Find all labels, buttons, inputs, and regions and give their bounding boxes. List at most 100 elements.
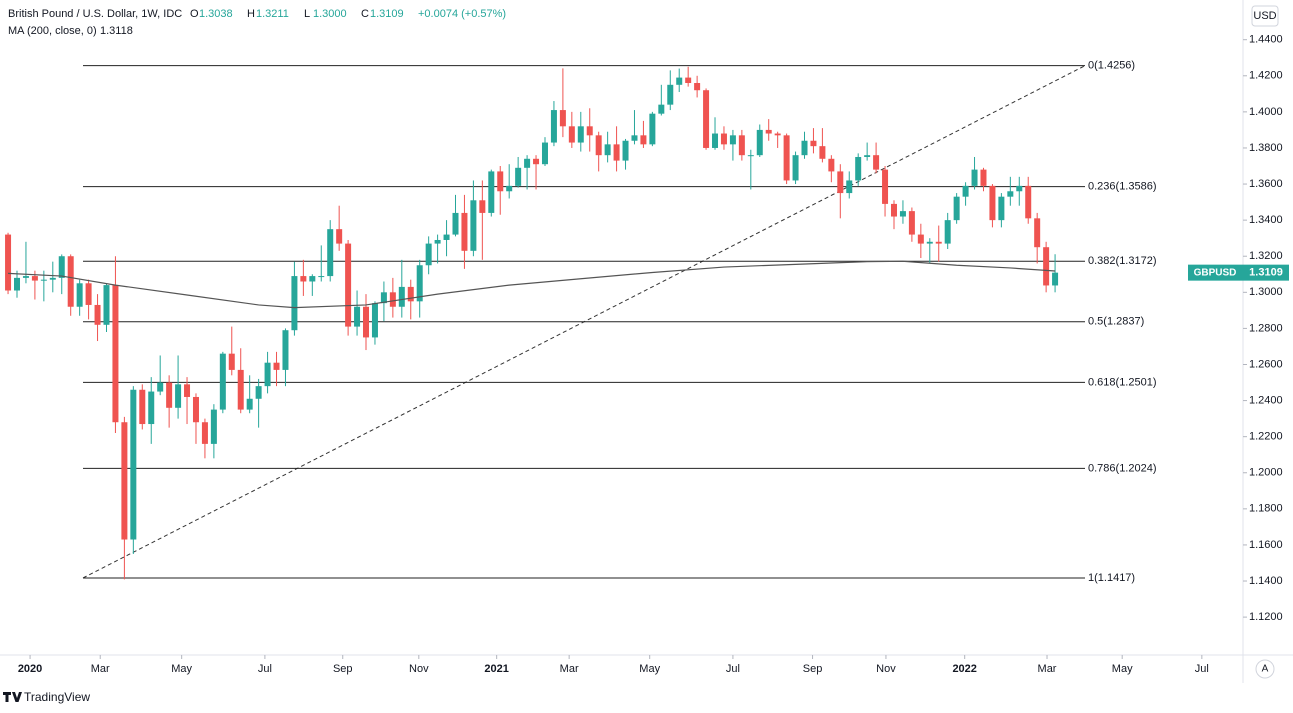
x-tick-label: Jul [258,663,272,675]
candle-body [407,286,414,302]
x-tick-label: May [639,663,660,675]
candle-body [720,133,727,145]
legend-value: 1.3109 [370,8,404,20]
candle-body [819,146,826,159]
candle-body [85,283,92,305]
x-tick-label: 2020 [18,663,42,675]
fib-label: 0.5(1.2837) [1088,316,1144,328]
candle-body [210,409,217,444]
ma-line [8,260,1056,309]
y-tick-label: 1.3200 [1249,250,1283,262]
legend-key: L [304,8,310,20]
candle-body [577,126,584,143]
candle-body [157,382,164,392]
y-tick-label: 1.2800 [1249,322,1283,334]
candle-body [694,83,701,91]
candle-body [237,369,244,410]
candle-body [22,276,29,278]
y-tick-label: 1.1200 [1249,611,1283,623]
candle-body [31,276,38,281]
candle-body [738,135,745,156]
x-tick-label: Nov [409,663,429,675]
price-tag-label: 1.3109 [1249,267,1283,279]
x-tick-label: Sep [803,663,823,675]
candle-body [998,196,1005,221]
x-tick-label: Nov [876,663,896,675]
y-tick-label: 1.2200 [1249,431,1283,443]
candle-body [479,200,486,213]
scale-button[interactable] [1255,659,1275,679]
candle-body [908,211,915,235]
candle-body [309,276,316,282]
candle-body [515,167,522,186]
candle-body [631,135,638,141]
candle-body [586,126,593,136]
candle-body [219,353,226,410]
candle-body [354,306,361,327]
currency[interactable]: USD [1253,10,1276,22]
candle-body [774,133,781,136]
candle-body [873,155,880,170]
candle-body [622,140,629,161]
candle-body [228,353,235,370]
candle-body [201,422,208,444]
candle-body [810,140,817,147]
candle-body [1007,191,1014,197]
candle-body [1016,185,1023,192]
candle-body [103,285,110,325]
candle-body [452,212,459,235]
candle-body [667,84,674,105]
legend-key: O [190,8,199,20]
candle-body [783,135,790,181]
candle-body [962,185,969,197]
candle-body [747,155,754,157]
candle-body [613,144,620,161]
price-tag [1243,264,1289,281]
logo [3,692,22,702]
x-tick-label: Mar [1038,663,1057,675]
candle-body [94,304,101,325]
candle-body [649,113,656,145]
candle-body [380,292,387,304]
candle-body [398,286,405,307]
currency-button[interactable] [1251,5,1279,27]
x-tick-label: May [171,663,192,675]
candle-body [980,169,987,186]
y-tick-label: 1.4400 [1249,34,1283,46]
candle-body [899,211,906,217]
candle-body [130,389,137,540]
candle-body [14,277,21,291]
candle-body [550,110,557,143]
candle-body [461,212,468,251]
candle-body [416,265,423,302]
scale-label[interactable]: A [1262,664,1269,675]
ma-label: MA (200, close, 0) [8,25,97,37]
candle-body [1034,218,1041,248]
candle-body [926,241,933,244]
x-tick-label: 2021 [484,663,508,675]
candle-body [640,135,647,145]
candle-body [917,234,924,244]
candle-body [49,277,56,280]
candle-body [434,239,441,244]
candle-body [864,155,871,157]
candle-body [121,422,128,540]
candle-body [676,77,683,85]
candle-body [264,362,271,387]
candle-body [273,362,280,370]
candle-body [470,200,477,251]
legend-value: 1.3000 [313,8,347,20]
brand: TradingView [24,690,90,704]
candle-body [989,185,996,221]
legend-title: British Pound / U.S. Dollar, 1W, IDC [8,8,182,20]
candle-body [40,279,47,281]
candle-body [1052,272,1059,286]
candle-body [568,126,575,143]
candle-body [300,276,307,282]
fib-label: 0(1.4256) [1088,60,1135,72]
candle-body [497,171,504,192]
y-tick-label: 1.4000 [1249,106,1283,118]
candle-body [765,129,772,134]
y-tick-label: 1.3600 [1249,178,1283,190]
y-tick-label: 1.1600 [1249,539,1283,551]
